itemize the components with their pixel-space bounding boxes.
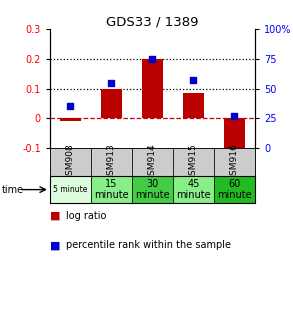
Text: 60
minute: 60 minute [217, 179, 252, 200]
Bar [142, 59, 163, 118]
Text: 45
minute: 45 minute [176, 179, 211, 200]
Bar [91, 177, 132, 203]
Bar [132, 177, 173, 203]
Text: GSM916: GSM916 [230, 143, 239, 181]
Text: 15
minute: 15 minute [94, 179, 129, 200]
Text: GSM908: GSM908 [66, 143, 75, 181]
Text: log ratio: log ratio [66, 211, 106, 221]
Text: GSM913: GSM913 [107, 143, 116, 181]
Point [232, 113, 237, 118]
Bar [60, 118, 81, 121]
Bar [50, 177, 91, 203]
Text: ■: ■ [50, 240, 60, 250]
Point [150, 56, 155, 61]
Text: percentile rank within the sample: percentile rank within the sample [66, 240, 231, 250]
Bar [91, 147, 132, 177]
Point [68, 104, 73, 109]
Bar [214, 177, 255, 203]
Text: 5 minute: 5 minute [53, 185, 88, 194]
Bar [132, 147, 173, 177]
Point [109, 80, 114, 85]
Bar [101, 89, 122, 118]
Bar [173, 177, 214, 203]
Text: GSM915: GSM915 [189, 143, 198, 181]
Bar [183, 93, 204, 118]
Bar [214, 147, 255, 177]
Point [191, 77, 196, 83]
Text: ■: ■ [50, 211, 60, 221]
Bar [173, 147, 214, 177]
Title: GDS33 / 1389: GDS33 / 1389 [106, 15, 199, 28]
Text: 30
minute: 30 minute [135, 179, 170, 200]
Text: time: time [1, 185, 24, 195]
Bar [224, 118, 245, 153]
Bar [50, 147, 91, 177]
Text: GSM914: GSM914 [148, 143, 157, 181]
